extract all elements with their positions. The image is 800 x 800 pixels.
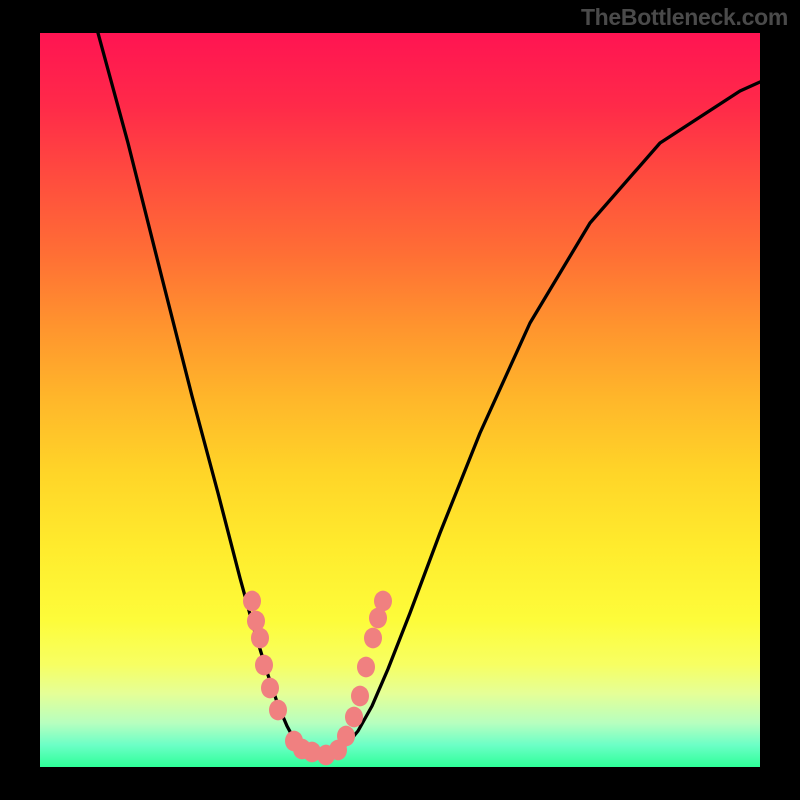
credit-text: TheBottleneck.com <box>581 4 788 31</box>
data-marker <box>345 707 363 728</box>
data-marker <box>261 678 279 699</box>
data-marker <box>243 591 261 612</box>
bottleneck-curve <box>98 33 760 754</box>
data-marker <box>337 726 355 747</box>
data-marker <box>374 591 392 612</box>
plot-area <box>40 33 760 767</box>
data-marker <box>364 628 382 649</box>
chart-frame: TheBottleneck.com <box>0 0 800 800</box>
data-marker <box>357 657 375 678</box>
marker-group <box>243 591 392 766</box>
data-marker <box>269 700 287 721</box>
data-marker <box>251 628 269 649</box>
curve-layer <box>40 33 760 767</box>
data-marker <box>351 686 369 707</box>
data-marker <box>255 655 273 676</box>
